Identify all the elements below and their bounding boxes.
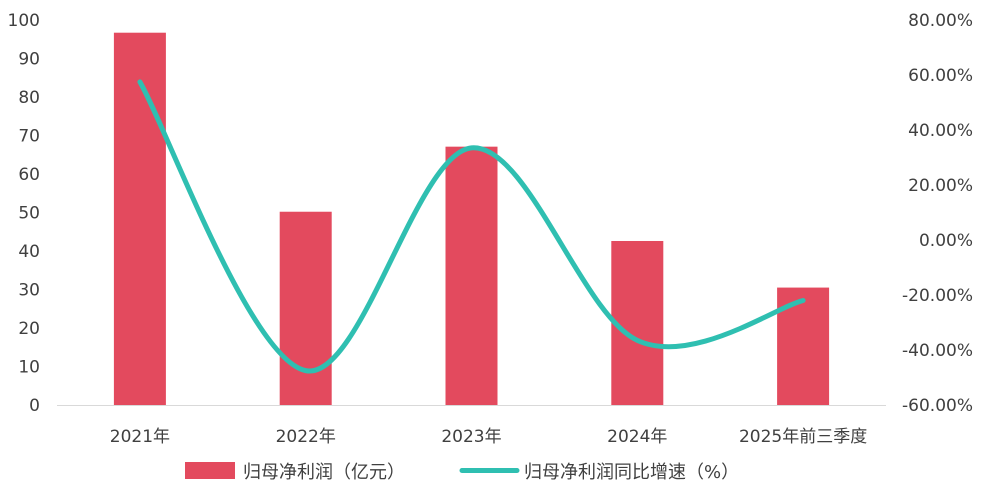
- bar: [113, 32, 166, 406]
- category-label: 2025年前三季度: [739, 427, 867, 447]
- right-tick-label: 60.00%: [908, 66, 973, 86]
- right-tick-label: 20.00%: [908, 176, 973, 196]
- growth-line: [137, 79, 806, 374]
- left-tick-label: 40: [18, 242, 40, 262]
- legend-bar-label: 归母净利润（亿元）: [243, 462, 405, 483]
- legend-line-label: 归母净利润同比增速（%）: [524, 462, 739, 483]
- right-axis-ticks: -60.00% -40.00% -20.00% 0.00% 20.00% 40.00% 60…: [902, 11, 973, 416]
- left-axis-ticks: 0 10 20 30 40 50 60 70 80 90 100: [8, 11, 40, 416]
- left-tick-label: 50: [18, 204, 40, 224]
- category-label: 2024年: [607, 427, 667, 447]
- bar: [445, 146, 498, 406]
- left-tick-label: 20: [18, 319, 40, 339]
- bar: [279, 211, 332, 405]
- category-label: 2023年: [441, 427, 501, 447]
- left-tick-label: 10: [18, 358, 40, 378]
- left-tick-label: 30: [18, 281, 40, 301]
- legend: 归母净利润（亿元） 归母净利润同比增速（%）: [185, 462, 739, 483]
- category-label: 2022年: [276, 427, 336, 447]
- left-tick-label: 90: [18, 50, 40, 70]
- left-tick-label: 100: [8, 11, 40, 31]
- bar-series: [113, 32, 830, 406]
- left-tick-label: 70: [18, 127, 40, 147]
- line-series: [137, 79, 806, 374]
- legend-bar-swatch: [185, 462, 235, 479]
- category-label: 2021年: [110, 427, 170, 447]
- left-tick-label: 80: [18, 88, 40, 108]
- category-labels: 2021年 2022年 2023年 2024年 2025年前三季度: [110, 427, 867, 447]
- left-tick-label: 60: [18, 165, 40, 185]
- right-tick-label: 40.00%: [908, 121, 973, 141]
- right-tick-label: 0.00%: [919, 231, 973, 251]
- left-tick-label: 0: [29, 396, 40, 416]
- right-tick-label: 80.00%: [908, 11, 973, 31]
- right-tick-label: -60.00%: [902, 396, 973, 416]
- right-tick-label: -40.00%: [902, 341, 973, 361]
- right-tick-label: -20.00%: [902, 286, 973, 306]
- bar: [611, 240, 664, 405]
